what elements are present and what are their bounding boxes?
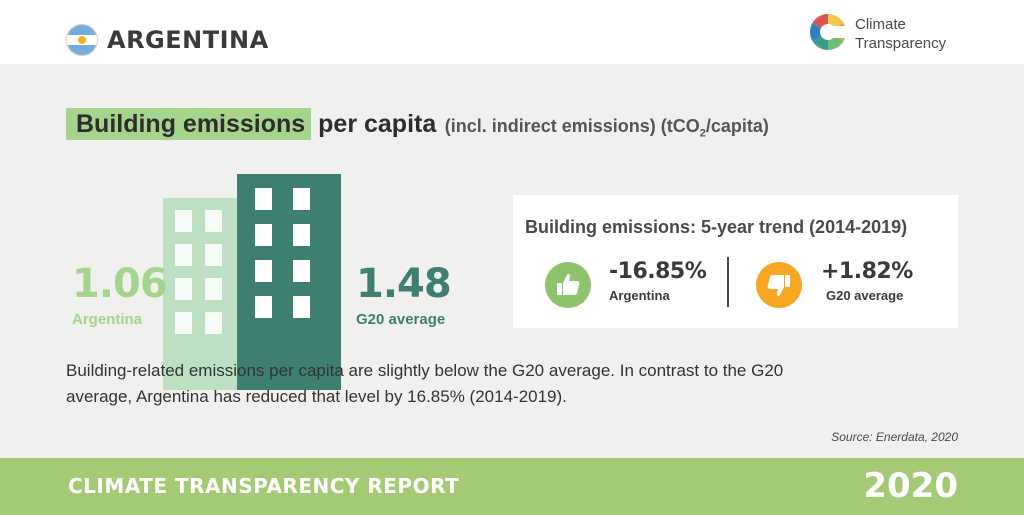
argentina-label: Argentina: [72, 311, 143, 328]
trend-g20-value: +1.82%: [821, 259, 913, 284]
climate-transparency-logo-icon: [809, 13, 848, 51]
title-rest: per capita: [311, 110, 437, 138]
unit-prefix: (incl. indirect emissions) (tCO: [444, 116, 700, 136]
argentina-flag-icon: [66, 24, 98, 56]
report-year: 2020: [863, 466, 958, 506]
g20-value: 1.48: [356, 261, 452, 307]
g20-building-icon: [237, 174, 341, 390]
thumbs-down-icon: [756, 262, 802, 308]
trend-g20-label: G20 average: [826, 288, 904, 303]
thumbs-up-icon: [545, 262, 591, 308]
trend-argentina-value: -16.85%: [609, 259, 707, 284]
g20-label: G20 average: [356, 311, 446, 328]
trend-argentina-label: Argentina: [609, 288, 670, 303]
section-title: Building emissions per capita (incl. ind…: [66, 108, 769, 140]
trend-divider: [727, 257, 729, 307]
logo-line-1: Climate: [855, 16, 906, 33]
title-highlight: Building emissions: [66, 108, 312, 140]
unit-subscript: 2: [699, 127, 706, 140]
country-title: ARGENTINA: [107, 26, 269, 54]
main-panel: Building emissions per capita (incl. ind…: [0, 64, 1024, 458]
source-note: Source: Enerdata, 2020: [831, 430, 958, 444]
report-title: CLIMATE TRANSPARENCY REPORT: [68, 474, 460, 498]
logo-line-2: Transparency: [855, 35, 947, 52]
trend-card: Building emissions: 5-year trend (2014-2…: [513, 195, 958, 328]
title-unit: (incl. indirect emissions) (tCO2/capita): [444, 116, 769, 140]
logo-text: Climate Transparency: [855, 15, 946, 53]
trend-title: Building emissions: 5-year trend (2014-2…: [525, 217, 908, 237]
header: ARGENTINA Climate Transparency: [0, 0, 1024, 64]
footer: CLIMATE TRANSPARENCY REPORT 2020: [0, 458, 1024, 515]
description-text: Building-related emissions per capita ar…: [66, 361, 784, 406]
argentina-building-icon: [163, 198, 249, 390]
argentina-value: 1.06: [72, 261, 168, 307]
unit-suffix: /capita): [705, 116, 769, 136]
